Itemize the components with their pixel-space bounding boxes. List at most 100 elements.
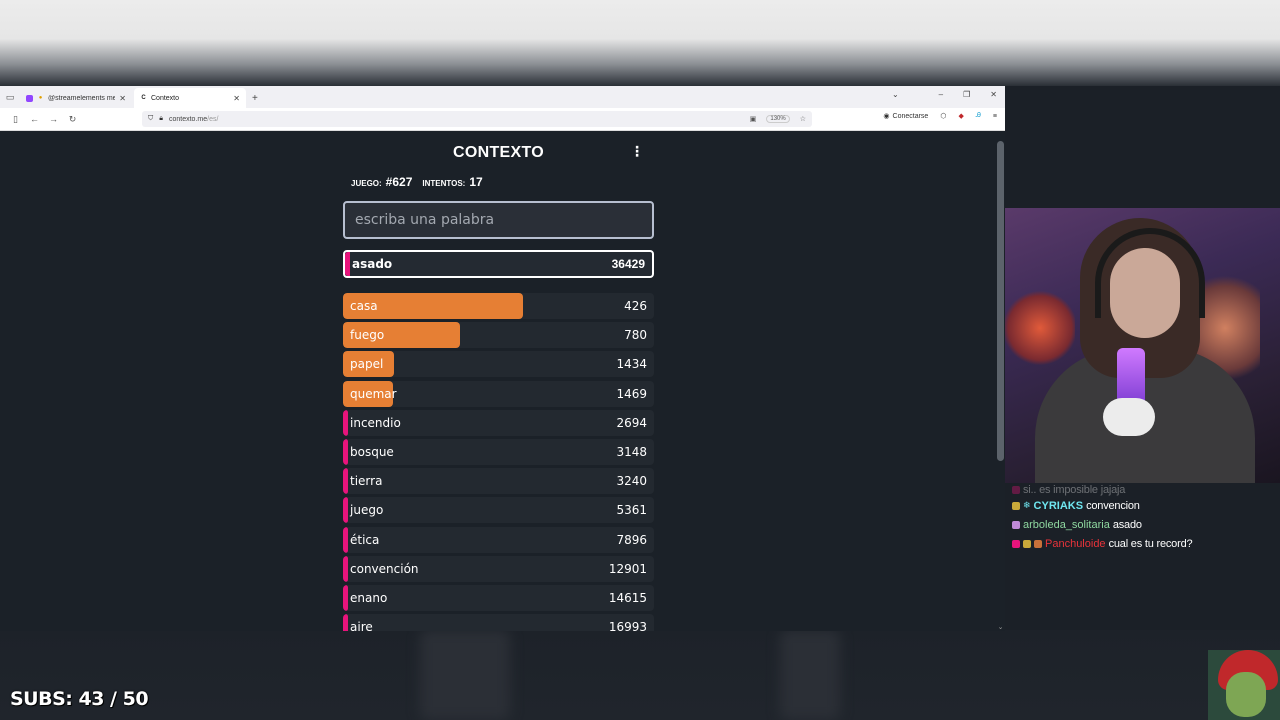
chat-username: CYRIAKS [1033, 499, 1084, 512]
reader-view-icon[interactable]: ▣ [749, 116, 757, 123]
new-tab-button[interactable]: + [252, 92, 258, 104]
chat-message: cual es tu record? [1108, 537, 1193, 550]
similarity-bar [343, 293, 524, 319]
chat-overlay: si.. es imposible jajaja ❄ CYRIAKS conve… [1012, 484, 1277, 553]
last-guess-bar [345, 252, 350, 276]
translate-extension-icon[interactable]: Ꭿ [975, 112, 981, 119]
close-tab-icon[interactable]: ✕ [233, 93, 240, 103]
guess-distance: 426 [624, 299, 647, 313]
twitch-icon [26, 94, 33, 102]
sidebar-icon[interactable]: ▯ [13, 113, 18, 124]
chat-line: ❄ CYRIAKS convencion [1012, 496, 1277, 515]
scrollbar-thumb[interactable] [997, 141, 1004, 461]
last-guess-row: asado 36429 [343, 250, 654, 278]
chat-line: arboleda_solitaria asado [1012, 515, 1277, 534]
contexto-icon: C [141, 95, 146, 101]
chat-username: arboleda_solitaria [1023, 518, 1110, 531]
minimize-button[interactable]: – [938, 90, 944, 99]
guess-word: juego [350, 503, 384, 518]
similarity-bar [343, 497, 348, 524]
scroll-down-icon[interactable]: ⌄ [997, 624, 1004, 631]
snowflake-badge-icon: ❄ [1023, 500, 1031, 510]
webcam-feed [1005, 208, 1280, 483]
zoom-badge[interactable]: 130% [766, 115, 790, 123]
guess-distance: 16993 [608, 620, 647, 631]
game-stats: JUEGO: #627 INTENTOS: 17 [343, 175, 654, 193]
guess-distance: 1469 [616, 386, 647, 401]
mascot-face [1226, 672, 1266, 717]
guess-word: ética [350, 532, 380, 547]
reload-button[interactable]: ↻ [68, 113, 77, 124]
plush-cloud [1103, 398, 1155, 436]
menu-icon[interactable]: ≡ [992, 112, 997, 120]
guess-row: bosque 3148 [343, 438, 654, 465]
guess-distance: 14615 [608, 590, 647, 605]
extension-icon[interactable]: ◆ [958, 113, 964, 120]
backdrop-shape [780, 630, 840, 720]
tab-list-icon[interactable]: ▭ [5, 91, 15, 102]
similarity-bar [343, 468, 348, 495]
chat-line: Panchuloide cual es tu record? [1012, 534, 1277, 553]
lock-icon: ● [38, 95, 43, 101]
subs-counter: SUBS: 43 / 50 [10, 688, 149, 710]
tab-streamelements[interactable]: ● @streamelements mention ✕ [20, 88, 132, 108]
attempts-count: 17 [469, 175, 483, 189]
shield-icon[interactable]: ⛉ [148, 115, 154, 122]
chat-line: si.. es imposible jajaja [1012, 484, 1277, 496]
tab-contexto[interactable]: C Contexto ✕ [134, 88, 246, 108]
sub-badge-icon [1012, 501, 1020, 510]
guess-distance: 5361 [616, 503, 647, 518]
heart-badge-icon [1012, 486, 1020, 494]
similarity-bar [343, 409, 348, 436]
similarity-bar [343, 351, 395, 378]
back-button[interactable]: ← [30, 114, 39, 124]
guess-word: tierra [350, 474, 383, 489]
guess-row: quemar 1469 [343, 380, 654, 407]
game-header: CONTEXTO ⋮ [343, 131, 654, 175]
bookmark-star-icon[interactable]: ☆ [799, 116, 806, 123]
window-controls: ⌄ – ❐ ✕ [892, 90, 997, 99]
close-window-button[interactable]: ✕ [990, 90, 997, 99]
close-tab-icon[interactable]: ✕ [119, 93, 126, 103]
backdrop-shape [420, 630, 510, 720]
guess-row: papel 1434 [343, 351, 654, 378]
guess-word: convención [350, 561, 419, 576]
restore-button[interactable]: ❐ [963, 90, 971, 99]
guess-word: aire [350, 620, 373, 631]
guess-row: tierra 3240 [343, 468, 654, 495]
last-guess-distance: 36429 [611, 257, 645, 271]
guess-distance: 780 [624, 328, 647, 343]
forward-button[interactable]: → [49, 114, 58, 124]
guess-input-container [343, 201, 654, 239]
guess-input[interactable] [355, 212, 652, 228]
attempts-label: INTENTOS: [422, 179, 466, 188]
guess-distance: 1434 [616, 357, 647, 372]
chevron-down-icon[interactable]: ⌄ [891, 90, 899, 99]
address-bar[interactable]: ⛉ 🔒︎ contexto.me/es/ ▣ 130% ☆ [142, 111, 812, 127]
tab-title: Contexto [151, 94, 180, 102]
stream-backdrop-bottom [0, 630, 1280, 720]
account-icon: ◉ [883, 113, 890, 120]
more-options-icon[interactable]: ⋮ [630, 143, 644, 159]
sub-badge-icon [1023, 539, 1031, 548]
guess-row: convención 12901 [343, 555, 654, 582]
connect-button[interactable]: ◉ Conectarse [883, 112, 929, 121]
guess-row: incendio 2694 [343, 409, 654, 436]
browser-window: ▭ ● @streamelements mention ✕ C Contexto… [0, 86, 1005, 631]
chat-username: Panchuloide [1045, 537, 1106, 550]
similarity-bar [343, 555, 348, 582]
sub-badge-icon [1012, 520, 1020, 529]
contexto-game: CONTEXTO ⋮ JUEGO: #627 INTENTOS: 17 asad… [343, 131, 654, 631]
gift-badge-icon [1034, 539, 1042, 548]
toolbar-right: ◉ Conectarse ⬡ ◆ Ꭿ ≡ [883, 112, 997, 120]
webcam-light [1005, 288, 1075, 368]
guess-distance: 2694 [616, 415, 647, 430]
chat-message: convencion [1086, 499, 1140, 512]
lock-icon[interactable]: 🔒︎ [159, 115, 163, 122]
guess-word: quemar [350, 386, 397, 401]
similarity-bar [343, 584, 348, 611]
scrollbar[interactable]: ⌄ [996, 131, 1005, 631]
chat-message: asado [1112, 518, 1142, 531]
extension-icon[interactable]: ⬡ [940, 113, 947, 120]
guess-word: fuego [350, 328, 385, 343]
